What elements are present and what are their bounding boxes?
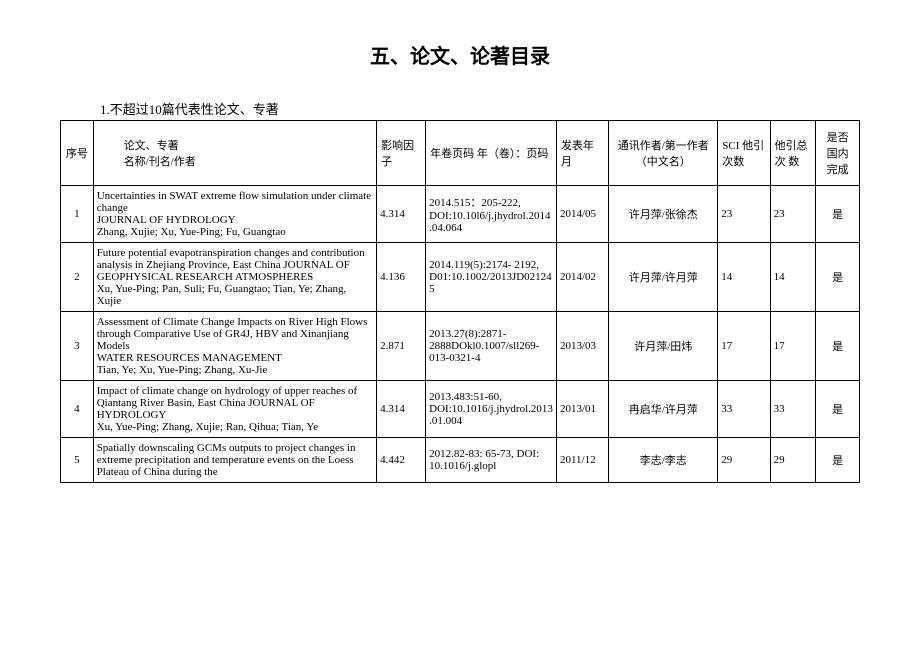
header-total: 他引总次 数 — [770, 121, 816, 186]
cell-title: Assessment of Climate Change Impacts on … — [93, 312, 376, 381]
table-row: 2Future potential evapotranspiration cha… — [61, 243, 860, 312]
cell-ypc: 2012.82-83: 65-73, DOI: 10.1016/j.glopl — [426, 438, 557, 483]
cell-ypc: 2014.515：205-222, DOI:10.10l6/j.jhydrol.… — [426, 186, 557, 243]
cell-title: Impact of climate change on hydrology of… — [93, 381, 376, 438]
cell-sci: 33 — [718, 381, 770, 438]
cell-ypc: 2014.119(5):2174- 2192, D01:10.1002/2013… — [426, 243, 557, 312]
cell-sci: 23 — [718, 186, 770, 243]
cell-domestic: 是 — [816, 438, 860, 483]
cell-sci: 14 — [718, 243, 770, 312]
cell-author: 许月萍/许月萍 — [609, 243, 718, 312]
header-impact: 影响因子 — [377, 121, 426, 186]
page-title: 五、论文、论著目录 — [60, 40, 860, 69]
cell-author: 李志/李志 — [609, 438, 718, 483]
cell-impact: 4.314 — [377, 186, 426, 243]
cell-ypc: 2013.483:51-60, DOI:10.1016/j.jhydrol.20… — [426, 381, 557, 438]
cell-title: Future potential evapotranspiration chan… — [93, 243, 376, 312]
cell-date: 2014/05 — [556, 186, 608, 243]
cell-seq: 5 — [61, 438, 94, 483]
cell-title: Uncertainties in SWAT extreme flow simul… — [93, 186, 376, 243]
cell-total: 33 — [770, 381, 816, 438]
cell-total: 17 — [770, 312, 816, 381]
page-subtitle: 1.不超过10篇代表性论文、专著 — [60, 99, 860, 118]
cell-date: 2013/03 — [556, 312, 608, 381]
cell-sci: 29 — [718, 438, 770, 483]
header-seq: 序号 — [61, 121, 94, 186]
table-header-row: 序号 论文、专著 名称/刊名/作者 影响因子 年卷页码 年（卷）：页码 发表年月… — [61, 121, 860, 186]
cell-impact: 4.136 — [377, 243, 426, 312]
cell-ypc: 2013.27(8):2871-2888DOkl0.1007/sll269-01… — [426, 312, 557, 381]
table-row: 3Assessment of Climate Change Impacts on… — [61, 312, 860, 381]
cell-impact: 4.442 — [377, 438, 426, 483]
cell-author: 冉启华/许月萍 — [609, 381, 718, 438]
cell-date: 2014/02 — [556, 243, 608, 312]
cell-author: 许月萍/田炜 — [609, 312, 718, 381]
cell-date: 2013/01 — [556, 381, 608, 438]
cell-domestic: 是 — [816, 243, 860, 312]
cell-sci: 17 — [718, 312, 770, 381]
cell-domestic: 是 — [816, 312, 860, 381]
cell-seq: 3 — [61, 312, 94, 381]
cell-title: Spatially downscaling GCMs outputs to pr… — [93, 438, 376, 483]
header-date: 发表年月 — [556, 121, 608, 186]
cell-total: 23 — [770, 186, 816, 243]
cell-total: 29 — [770, 438, 816, 483]
cell-domestic: 是 — [816, 186, 860, 243]
cell-date: 2011/12 — [556, 438, 608, 483]
cell-total: 14 — [770, 243, 816, 312]
cell-domestic: 是 — [816, 381, 860, 438]
header-title: 论文、专著 名称/刊名/作者 — [93, 121, 376, 186]
table-row: 1Uncertainties in SWAT extreme flow simu… — [61, 186, 860, 243]
header-sci: SCI 他引次数 — [718, 121, 770, 186]
cell-seq: 2 — [61, 243, 94, 312]
cell-seq: 1 — [61, 186, 94, 243]
table-row: 5Spatially downscaling GCMs outputs to p… — [61, 438, 860, 483]
cell-author: 许月萍/张徐杰 — [609, 186, 718, 243]
header-author: 通讯作者/第一作者（中文名） — [609, 121, 718, 186]
header-ypc: 年卷页码 年（卷）：页码 — [426, 121, 557, 186]
cell-impact: 4.314 — [377, 381, 426, 438]
cell-impact: 2.871 — [377, 312, 426, 381]
table-row: 4Impact of climate change on hydrology o… — [61, 381, 860, 438]
publications-table: 序号 论文、专著 名称/刊名/作者 影响因子 年卷页码 年（卷）：页码 发表年月… — [60, 120, 860, 483]
cell-seq: 4 — [61, 381, 94, 438]
header-domestic: 是否 国内 完成 — [816, 121, 860, 186]
